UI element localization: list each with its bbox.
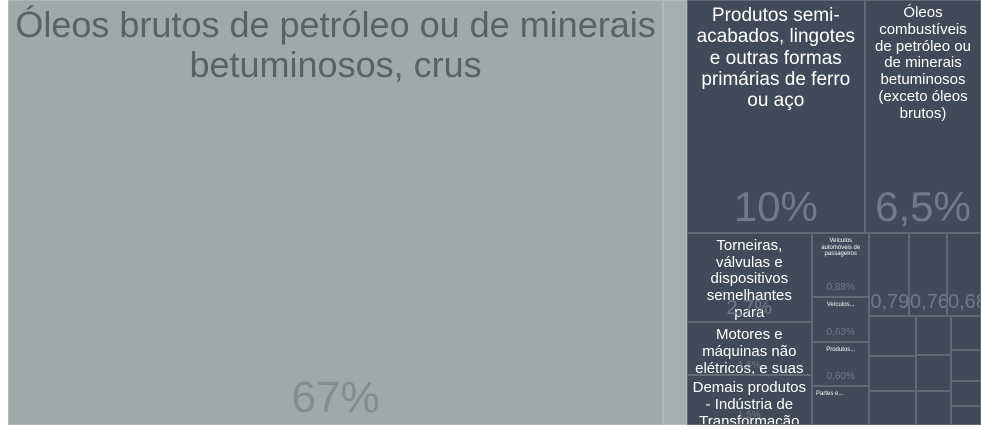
tile-value: 6,5% (875, 182, 971, 230)
tile-value: 0,76% (909, 290, 946, 313)
tile: Veículos... 0,63% (812, 296, 870, 343)
tile-label: Partes e... (816, 390, 844, 397)
tile: Produtos... 0,60% (812, 342, 870, 386)
tile-value: 1,6% (737, 360, 761, 372)
tile (869, 315, 917, 356)
tile (950, 315, 981, 351)
tile: Partes e... (812, 385, 870, 425)
tile-value: 1,5% (737, 409, 761, 421)
tile-value: 0,79% (870, 290, 909, 313)
tile: 0,79% (869, 232, 909, 316)
tile-label: Óleos brutos de petróleo ou de minerais … (15, 4, 656, 86)
tile-value: 0,63% (826, 327, 855, 339)
tile: Torneiras, válvulas e dispositivos semel… (686, 232, 813, 323)
tile (663, 0, 687, 425)
tile (916, 315, 951, 356)
tile-value: 0,68% (947, 290, 980, 313)
tile (916, 391, 951, 425)
tile: Óleos combustíveis de petróleo ou de min… (865, 0, 981, 233)
tile: 0,68% (946, 232, 981, 316)
tile-label: Veículos... (826, 301, 855, 308)
tile (950, 380, 981, 406)
tile-label: Torneiras, válvulas e dispositivos semel… (704, 236, 795, 322)
tile: Demais produtos - Indústria de Transform… (686, 375, 813, 425)
tile-label: Produtos... (826, 347, 856, 354)
tile-value: 2,7% (726, 297, 773, 320)
tile: Produtos semi-acabados, lingotes e outra… (686, 0, 865, 233)
tile: Óleos brutos de petróleo ou de minerais … (8, 0, 664, 425)
tile-label: Produtos semi-acabados, lingotes e outra… (696, 5, 856, 112)
tile: Veículos automóveis de passageiros 0,88% (812, 232, 870, 297)
tile-label: Motores e máquinas não elétricos, e suas… (695, 326, 804, 376)
tile-value: 0,60% (826, 370, 855, 382)
tile (950, 350, 981, 381)
tile: 0,76% (908, 232, 947, 316)
tile: Motores e máquinas não elétricos, e suas… (686, 322, 813, 376)
tile (869, 391, 917, 425)
tile (950, 405, 981, 425)
tile-label: Demais produtos - Indústria de Transform… (692, 379, 806, 425)
tile-label: Óleos combustíveis de petróleo ou de min… (875, 4, 971, 122)
tile (869, 355, 917, 392)
tile-label: Veículos automóveis de passageiros (821, 237, 861, 258)
tile (916, 355, 951, 392)
tile-value: 67% (291, 373, 380, 422)
tile-value: 10% (733, 182, 818, 230)
tile-value: 0,88% (826, 281, 855, 293)
